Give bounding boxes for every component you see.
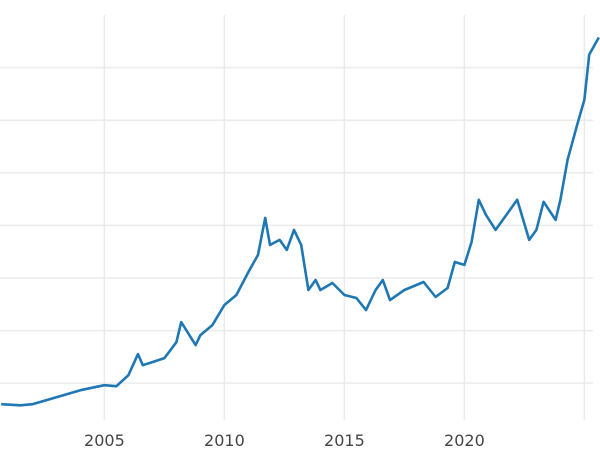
x-tick-label: 2020 <box>444 431 485 450</box>
x-tick-label: 2015 <box>324 431 365 450</box>
series-line <box>1 36 600 407</box>
gridlines <box>0 15 593 420</box>
x-axis-ticks: 2005 2010 2015 2020 <box>84 431 485 450</box>
x-tick-label: 2005 <box>84 431 125 450</box>
x-tick-label: 2010 <box>204 431 245 450</box>
